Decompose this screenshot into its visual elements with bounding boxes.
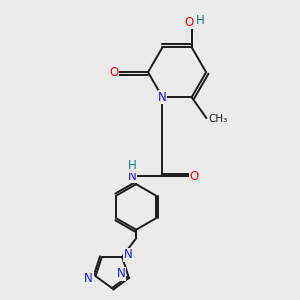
Text: H: H [196,14,205,27]
Text: H: H [128,159,136,172]
Text: N: N [117,267,126,280]
Text: N: N [84,272,93,285]
Text: O: O [185,16,194,29]
Text: N: N [124,248,133,261]
Text: O: O [109,66,119,79]
Text: N: N [128,170,136,183]
Text: CH₃: CH₃ [208,114,228,124]
Text: O: O [189,170,199,183]
Text: N: N [158,91,167,104]
